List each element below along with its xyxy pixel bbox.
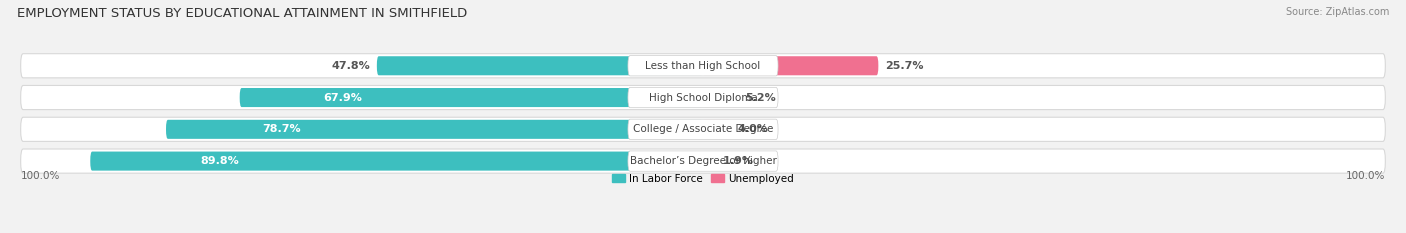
- FancyBboxPatch shape: [239, 88, 703, 107]
- FancyBboxPatch shape: [377, 56, 703, 75]
- Text: Less than High School: Less than High School: [645, 61, 761, 71]
- FancyBboxPatch shape: [703, 56, 879, 75]
- Legend: In Labor Force, Unemployed: In Labor Force, Unemployed: [609, 169, 797, 188]
- FancyBboxPatch shape: [21, 86, 1385, 110]
- Text: 100.0%: 100.0%: [1346, 171, 1385, 181]
- FancyBboxPatch shape: [703, 151, 716, 171]
- FancyBboxPatch shape: [628, 56, 778, 76]
- Text: 1.9%: 1.9%: [723, 156, 754, 166]
- Text: High School Diploma: High School Diploma: [648, 93, 758, 103]
- Text: 67.9%: 67.9%: [323, 93, 361, 103]
- Text: College / Associate Degree: College / Associate Degree: [633, 124, 773, 134]
- Text: 4.0%: 4.0%: [737, 124, 768, 134]
- FancyBboxPatch shape: [703, 88, 738, 107]
- FancyBboxPatch shape: [21, 117, 1385, 141]
- Text: 89.8%: 89.8%: [201, 156, 239, 166]
- FancyBboxPatch shape: [90, 151, 703, 171]
- Text: 25.7%: 25.7%: [886, 61, 924, 71]
- Text: 78.7%: 78.7%: [263, 124, 301, 134]
- FancyBboxPatch shape: [628, 151, 778, 171]
- Text: Bachelor’s Degree or higher: Bachelor’s Degree or higher: [630, 156, 776, 166]
- Text: EMPLOYMENT STATUS BY EDUCATIONAL ATTAINMENT IN SMITHFIELD: EMPLOYMENT STATUS BY EDUCATIONAL ATTAINM…: [17, 7, 467, 20]
- FancyBboxPatch shape: [21, 149, 1385, 173]
- Text: 5.2%: 5.2%: [745, 93, 776, 103]
- FancyBboxPatch shape: [628, 87, 778, 108]
- Text: 100.0%: 100.0%: [21, 171, 60, 181]
- Text: Source: ZipAtlas.com: Source: ZipAtlas.com: [1285, 7, 1389, 17]
- FancyBboxPatch shape: [628, 119, 778, 140]
- FancyBboxPatch shape: [703, 120, 730, 139]
- Text: 47.8%: 47.8%: [332, 61, 370, 71]
- FancyBboxPatch shape: [166, 120, 703, 139]
- FancyBboxPatch shape: [21, 54, 1385, 78]
